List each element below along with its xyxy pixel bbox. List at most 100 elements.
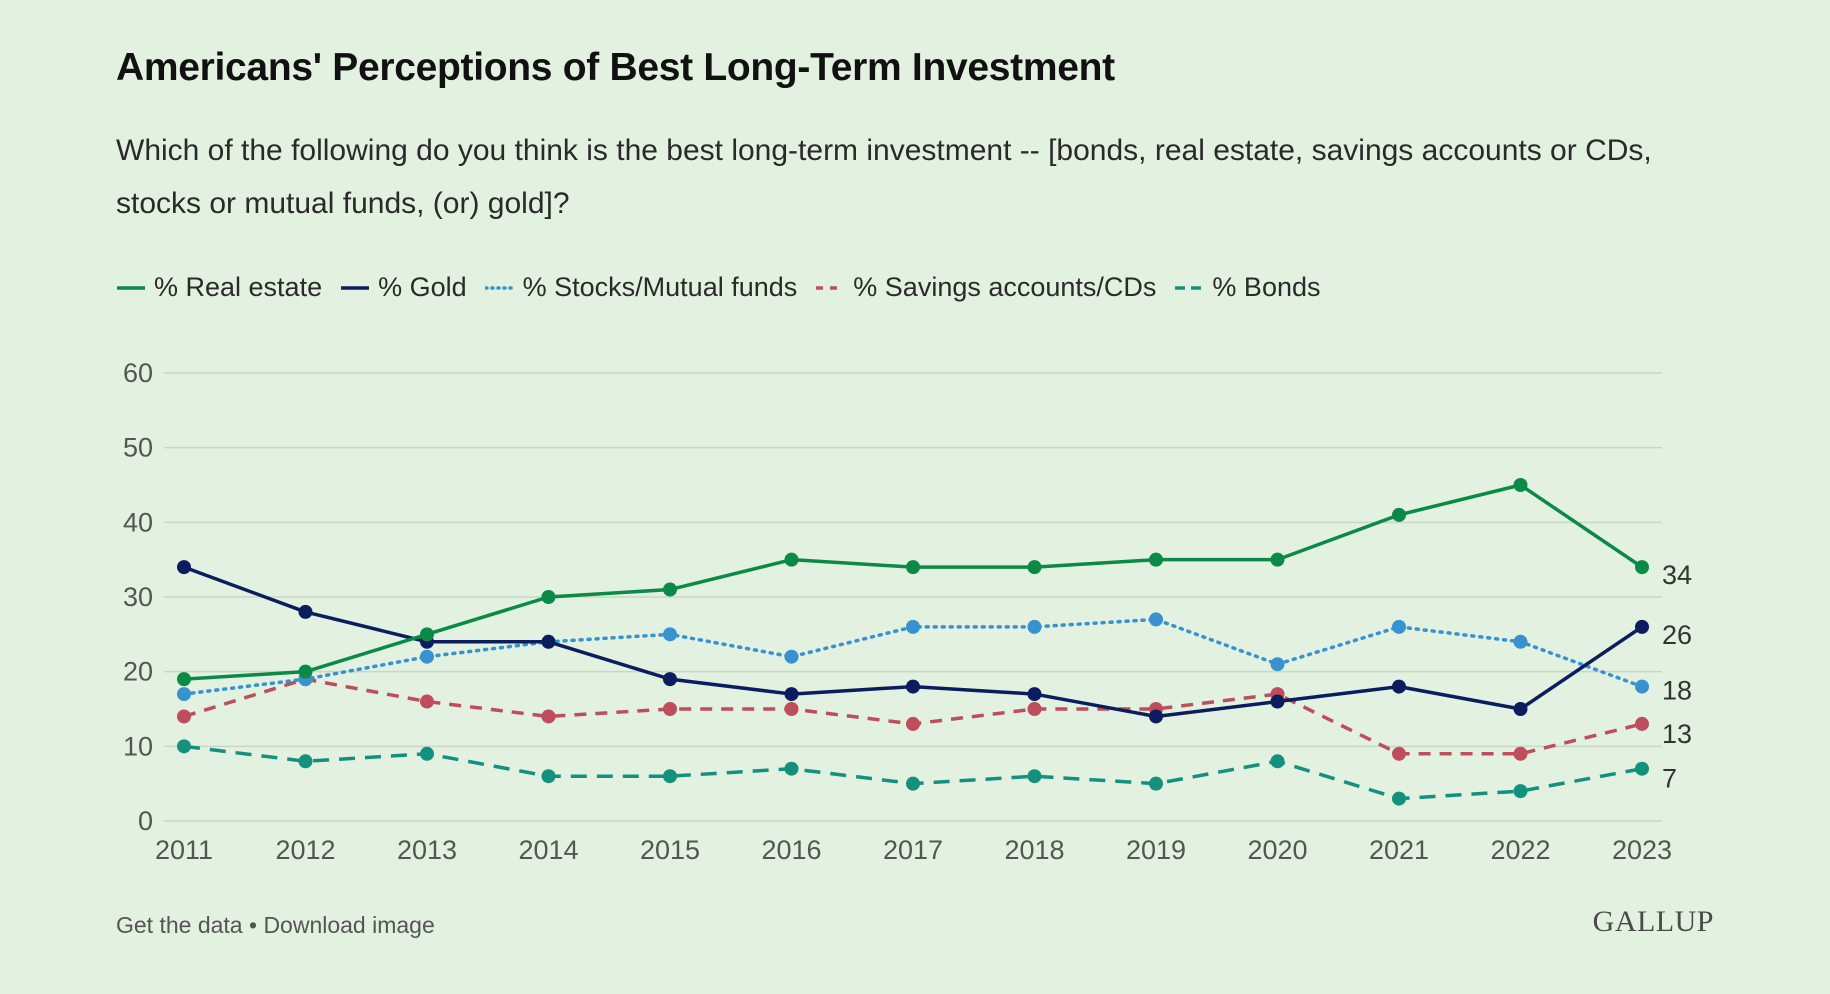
y-tick-label: 40 <box>123 507 153 537</box>
legend-item: % Gold <box>340 272 467 303</box>
data-point <box>1392 679 1406 694</box>
legend-label: % Gold <box>378 272 467 302</box>
data-point <box>298 664 313 679</box>
data-point <box>1513 746 1528 761</box>
end-value-label: 26 <box>1662 620 1692 650</box>
data-point <box>177 739 191 754</box>
legend-swatch <box>484 285 515 290</box>
y-tick-label: 30 <box>123 582 153 612</box>
data-point <box>1149 612 1163 627</box>
data-point <box>1635 619 1649 634</box>
legend-swatch <box>816 285 845 290</box>
y-tick-label: 0 <box>138 806 153 836</box>
x-tick-label: 2011 <box>155 835 213 865</box>
data-point <box>541 590 556 604</box>
data-point <box>784 649 799 664</box>
data-point <box>1027 560 1042 575</box>
end-value-label: 34 <box>1662 560 1692 590</box>
data-point <box>1635 716 1649 731</box>
data-point <box>663 627 677 642</box>
x-tick-label: 2017 <box>883 835 943 865</box>
data-point <box>541 634 556 649</box>
data-point <box>1513 702 1528 716</box>
data-point <box>906 776 920 791</box>
legend-label: % Savings accounts/CDs <box>853 272 1157 302</box>
data-point <box>784 687 799 702</box>
legend-label: % Bonds <box>1212 272 1321 302</box>
download-image-link[interactable]: Download image <box>263 912 435 938</box>
get-data-link[interactable]: Get the data <box>116 912 243 938</box>
data-point <box>1635 761 1649 776</box>
data-point <box>1027 702 1042 716</box>
data-point <box>784 761 799 776</box>
data-point <box>420 649 434 664</box>
x-tick-label: 2014 <box>518 835 578 865</box>
data-point <box>541 709 556 724</box>
data-point <box>906 619 920 634</box>
data-point <box>1513 784 1528 799</box>
data-point <box>298 754 313 769</box>
data-point <box>1513 478 1528 492</box>
data-point <box>1392 619 1406 634</box>
gallup-logo: GALLUP <box>1592 905 1714 938</box>
legend-item: % Savings accounts/CDs <box>815 272 1156 303</box>
x-tick-label: 2018 <box>1004 835 1064 865</box>
data-point <box>177 687 191 702</box>
data-point <box>1635 679 1649 694</box>
end-value-label: 18 <box>1662 676 1692 706</box>
series-line <box>183 483 1643 681</box>
chart-subtitle: Which of the following do you think is t… <box>116 134 1652 220</box>
data-point <box>663 769 677 784</box>
end-value-label: 7 <box>1662 764 1677 794</box>
y-tick-label: 10 <box>123 731 153 761</box>
end-value-label: 13 <box>1662 719 1692 749</box>
x-tick-label: 2012 <box>275 835 335 865</box>
data-point <box>1149 709 1163 724</box>
x-tick-label: 2019 <box>1126 835 1186 865</box>
chart-title: Americans' Perceptions of Best Long-Term… <box>116 46 1115 89</box>
x-tick-label: 2022 <box>1490 835 1550 865</box>
legend: % Real estate % Gold % Stocks/Mutual funds… <box>116 272 1339 303</box>
legend-item: % Bonds <box>1174 272 1321 303</box>
x-tick-label: 2021 <box>1369 835 1429 865</box>
footer-links: Get the data • Download image <box>116 912 435 939</box>
y-tick-label: 50 <box>123 433 153 463</box>
data-point <box>177 560 191 575</box>
x-tick-label: 2023 <box>1612 835 1672 865</box>
data-point <box>784 552 799 567</box>
data-point <box>906 679 920 694</box>
data-point <box>1392 791 1406 806</box>
legend-item: % Real estate <box>116 272 322 303</box>
data-point <box>663 582 677 597</box>
data-point <box>1270 552 1285 567</box>
data-point <box>906 560 920 575</box>
legend-swatch <box>341 285 370 290</box>
data-point <box>663 672 677 687</box>
y-tick-label: 20 <box>123 657 153 687</box>
data-point <box>1027 619 1042 634</box>
legend-label: % Real estate <box>154 272 323 302</box>
legend-label: % Stocks/Mutual funds <box>522 272 798 302</box>
x-tick-label: 2015 <box>640 835 700 865</box>
data-point <box>1270 694 1285 709</box>
legend-swatch <box>117 285 145 290</box>
data-point <box>1027 769 1042 784</box>
data-point <box>784 702 799 716</box>
x-tick-label: 2016 <box>761 835 821 865</box>
data-point <box>1392 746 1406 761</box>
data-point <box>420 694 434 709</box>
data-point <box>420 746 434 761</box>
data-point <box>177 709 191 724</box>
data-point <box>298 604 313 619</box>
data-point <box>1149 552 1163 567</box>
data-point <box>1270 657 1285 672</box>
data-point <box>1270 754 1285 769</box>
y-tick-label: 60 <box>123 358 153 388</box>
data-point <box>1027 687 1042 702</box>
legend-swatch <box>1175 285 1204 290</box>
legend-item: % Stocks/Mutual funds <box>484 272 798 303</box>
x-tick-label: 2020 <box>1247 835 1307 865</box>
x-tick-label: 2013 <box>397 835 457 865</box>
